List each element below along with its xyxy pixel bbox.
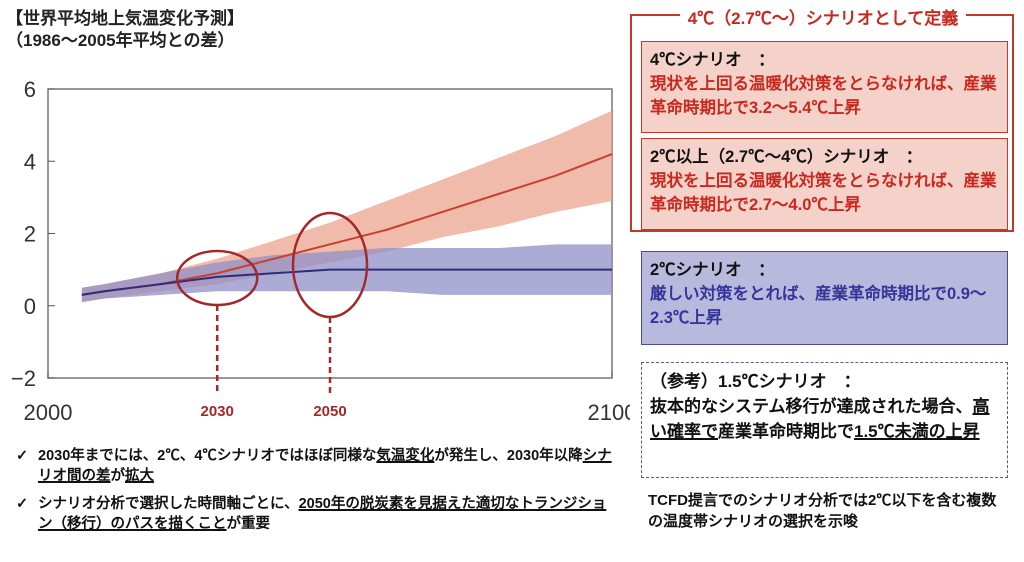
y-tick-label: 0 (24, 294, 36, 319)
scenario-box: 2℃シナリオ ： 厳しい対策をとれば、産業革命時期比で0.9～2.3℃上昇 (641, 251, 1008, 345)
text-segment: シナリオ分析で選択した時間軸ごとに、 (38, 496, 299, 512)
box-heading: 2℃以上（2.7℃～4℃）シナリオ ： (650, 148, 923, 166)
text-segment: 抜本的なシステム移行が達成された場合、 (650, 397, 973, 416)
chart-subtitle: （1986～2005年平均との差） (6, 31, 235, 50)
annotation-label: 2030 (201, 403, 234, 420)
chart-title: 【世界平均地上気温変化予測】 (6, 9, 244, 28)
bullet: ✓ 2030年までには、2℃、4℃シナリオではほぼ同様な気温変化が発生し、2030… (16, 448, 612, 484)
group-header: 4℃（2.7℃～）シナリオとして定義 (679, 9, 967, 28)
bullet: ✓ シナリオ分析で選択した時間軸ごとに、2050年の脱炭素を見据えた適切なトランジ… (16, 496, 607, 532)
text-segment: 高い確率で (650, 397, 990, 441)
text-segment: が重要 (226, 516, 271, 532)
x-tick-label: 2000 (24, 400, 73, 425)
group-header-wrap: 4℃（2.7℃～）シナリオとして定義 (645, 4, 1001, 29)
text-segment: 産業革命時期比で (718, 422, 854, 441)
y-tick-label: 6 (24, 77, 36, 102)
scenario-box: （参考）1.5℃シナリオ ： 抜本的なシステム移行が達成された場合、高い確率で産業… (641, 362, 1008, 478)
box-heading: （参考）1.5℃シナリオ ： (650, 372, 861, 391)
text-segment: 厳しい対策をとれば、産業革命時期比で0.9～2.3℃上昇 (650, 285, 987, 327)
scenario-box: 2℃以上（2.7℃～4℃）シナリオ ： 現状を上回る温暖化対策をとらなければ、産業… (641, 138, 1008, 230)
text-segment: が (110, 468, 126, 484)
note: TCFD提言でのシナリオ分析では2℃以下を含む複数の温度帯シナリオの選択を示唆 (648, 492, 997, 530)
scenario-box: 4℃シナリオ ： 現状を上回る温暖化対策をとらなければ、産業革命時期比で3.2～5… (641, 41, 1008, 133)
y-tick-label: 2 (24, 222, 36, 247)
y-tick-label: −2 (11, 366, 36, 391)
text-segment: 2050年の脱炭素を見据えた適切なトランジション（移行）のパスを描くこと (38, 496, 607, 532)
text-segment: 2030年までには、2℃、4℃シナリオではほぼ同様な (38, 448, 377, 464)
chart: −2 0 2 4 6 2000 2100 2030 2050 (11, 77, 630, 425)
y-tick-label: 4 (24, 149, 36, 174)
text-segment: 気温変化 (376, 448, 435, 464)
box-heading: 2℃シナリオ ： (650, 261, 775, 279)
box-heading: 4℃シナリオ ： (650, 51, 775, 69)
text-segment: シナリオ間の差 (38, 448, 612, 484)
text-segment: 現状を上回る温暖化対策をとらなければ、産業革命時期比で2.7～4.0℃上昇 (650, 172, 997, 214)
text-segment: 拡大 (125, 468, 154, 484)
x-tick-label: 2100 (588, 400, 630, 425)
text-segment: が発生し、2030年以降 (434, 448, 583, 464)
band (81, 244, 613, 303)
line (81, 268, 612, 296)
annotation-label: 2050 (313, 403, 346, 420)
text-segment: 1.5℃未満の上昇 (854, 422, 980, 441)
text-segment: 現状を上回る温暖化対策をとらなければ、産業革命時期比で3.2～5.4℃上昇 (650, 75, 997, 117)
